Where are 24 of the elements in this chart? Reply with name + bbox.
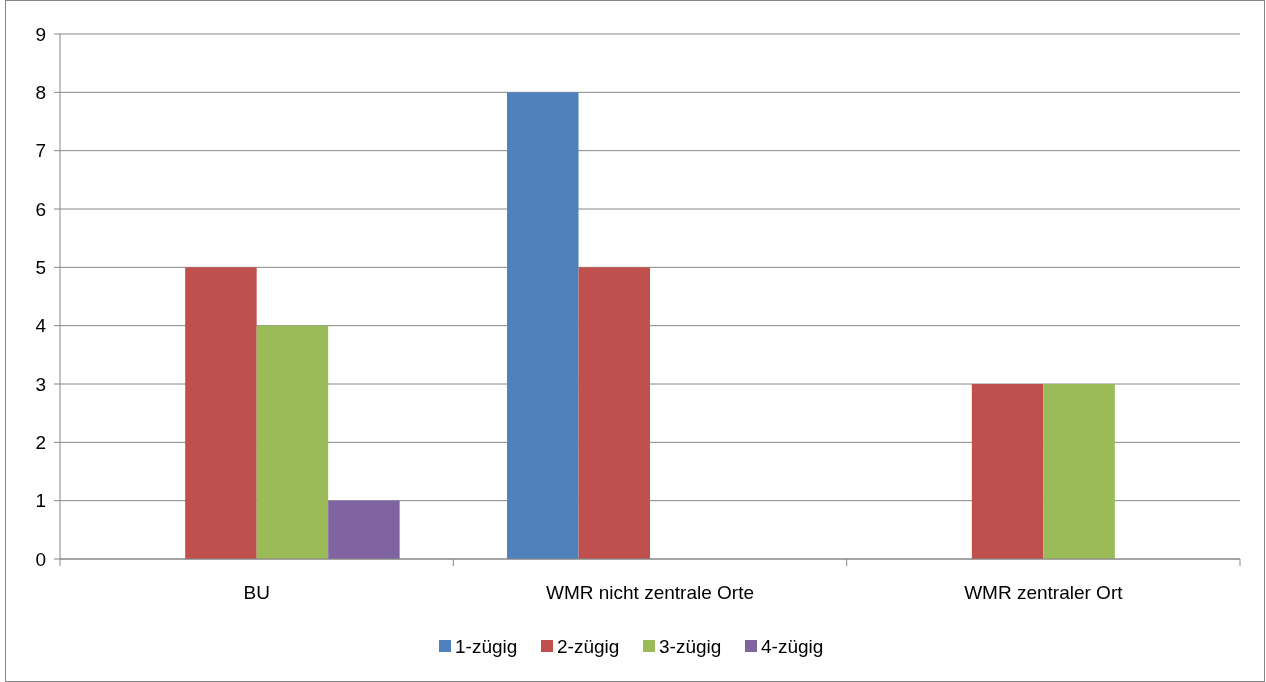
bar — [1043, 384, 1115, 559]
y-tick-label: 1 — [35, 490, 46, 512]
y-tick-label: 3 — [35, 373, 46, 395]
legend-label: 2-zügig — [557, 635, 620, 657]
x-tick-label: BU — [243, 582, 270, 603]
bar — [507, 92, 579, 559]
y-tick-label: 4 — [35, 315, 47, 337]
y-tick-label: 7 — [35, 140, 46, 162]
y-tick-label: 0 — [35, 548, 46, 570]
x-tick-label: WMR zentraler Ort — [964, 582, 1124, 603]
x-tick-label: WMR nicht zentrale Orte — [546, 582, 754, 603]
bar — [971, 384, 1044, 559]
y-tick-label: 5 — [35, 256, 46, 278]
bar — [578, 267, 650, 559]
y-tick-label: 8 — [35, 81, 46, 103]
legend-label: 1-zügig — [455, 635, 518, 657]
bar — [256, 325, 329, 559]
y-tick-label: 9 — [35, 23, 46, 45]
legend-label: 4-zügig — [761, 635, 824, 657]
legend-label: 3-zügig — [659, 635, 722, 657]
bar — [185, 267, 257, 559]
y-tick-label: 6 — [35, 198, 46, 220]
bar — [328, 500, 400, 559]
y-tick-label: 2 — [35, 431, 46, 453]
